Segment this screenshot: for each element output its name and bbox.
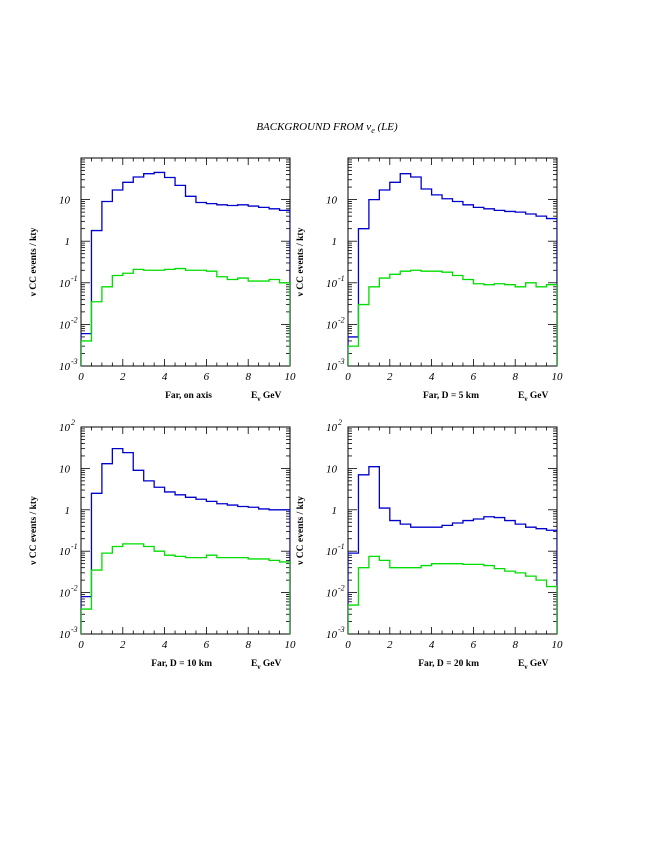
y-tick-label: 10 (326, 546, 338, 558)
x-tick-label: 10 (285, 371, 297, 383)
y-tick-exponent: -2 (338, 584, 345, 593)
x-tick-label: 8 (512, 371, 518, 383)
x-axis-label-unit: GeV (260, 659, 281, 669)
y-tick-label: 10 (326, 319, 338, 331)
y-tick-exponent: 2 (71, 418, 75, 427)
histogram-series-blue (81, 171, 290, 366)
histogram-series-blue (81, 447, 290, 634)
y-tick-label: 10 (326, 588, 338, 600)
plot-frame (347, 426, 558, 635)
x-tick-label: 0 (78, 639, 84, 651)
x-axis-label-subscript: ν (256, 395, 261, 403)
x-tick-label: 0 (345, 639, 351, 651)
y-tick-exponent: -1 (71, 542, 78, 551)
x-tick-label: 6 (471, 371, 477, 383)
y-tick-label: 10 (59, 629, 71, 641)
y-tick-label: 10 (59, 319, 71, 331)
y-tick-label: 10 (326, 195, 338, 207)
x-axis-label: Eν GeV (251, 391, 281, 403)
x-axis-label-unit: GeV (527, 391, 548, 401)
plot-frame (347, 157, 558, 367)
y-tick-exponent: -3 (71, 625, 78, 634)
x-tick-label: 2 (120, 639, 126, 651)
title-text: BACKGROUND FROM ν (256, 121, 372, 133)
x-tick-label: 4 (162, 639, 168, 651)
page-title: BACKGROUND FROM νe (LE) (0, 121, 654, 135)
x-axis-label-subscript: ν (256, 663, 261, 671)
x-axis-label: Eν GeV (518, 659, 548, 671)
x-tick-label: 6 (204, 639, 210, 651)
x-tick-label: 0 (78, 371, 84, 383)
panel-caption: Far, D = 5 km (423, 391, 479, 401)
title-subscript: e (371, 126, 375, 136)
y-tick-exponent: 2 (338, 418, 342, 427)
y-tick-label: 1 (332, 236, 338, 248)
y-tick-label: 10 (59, 278, 71, 290)
x-tick-label: 2 (120, 371, 126, 383)
x-tick-label: 4 (429, 371, 435, 383)
y-tick-exponent: -2 (338, 315, 345, 324)
y-tick-label: 10 (59, 361, 71, 373)
y-tick-exponent: -1 (338, 542, 345, 551)
panel-caption: Far, D = 10 km (151, 659, 212, 669)
x-axis-label-subscript: ν (523, 663, 528, 671)
y-tick-label: 10 (59, 195, 71, 207)
x-tick-label: 2 (387, 639, 393, 651)
y-tick-exponent: -1 (71, 274, 78, 283)
y-tick-label: 10 (59, 546, 71, 558)
y-tick-label: 10 (326, 278, 338, 290)
y-tick-label: 1 (65, 505, 71, 517)
x-axis-label: Eν GeV (251, 659, 281, 671)
panel-caption: Far, on axis (165, 391, 212, 401)
x-tick-label: 2 (387, 371, 393, 383)
x-axis-label: Eν GeV (518, 391, 548, 403)
y-tick-label: 10 (326, 629, 338, 641)
y-tick-label: 10 (326, 422, 338, 434)
y-tick-exponent: -2 (71, 584, 78, 593)
y-tick-label: 1 (332, 505, 338, 517)
x-tick-label: 8 (245, 639, 251, 651)
x-tick-label: 6 (471, 639, 477, 651)
x-axis-label-subscript: ν (523, 395, 528, 403)
x-tick-label: 10 (285, 639, 297, 651)
y-tick-exponent: -3 (71, 357, 78, 366)
x-tick-label: 8 (512, 639, 518, 651)
y-axis-label: ν CC events / kty (296, 227, 306, 297)
x-tick-label: 4 (162, 371, 168, 383)
histogram-series-green (81, 267, 290, 366)
y-tick-label: 10 (326, 463, 338, 475)
x-axis-label-unit: GeV (527, 659, 548, 669)
y-tick-label: 10 (59, 588, 71, 600)
y-tick-exponent: -3 (338, 357, 345, 366)
x-tick-label: 4 (429, 639, 435, 651)
y-tick-exponent: -1 (338, 274, 345, 283)
histogram-series-blue (348, 466, 557, 634)
title-suffix: (LE) (374, 121, 398, 133)
x-tick-label: 0 (345, 371, 351, 383)
x-tick-label: 10 (552, 371, 564, 383)
y-tick-label: 10 (59, 463, 71, 475)
y-tick-exponent: -2 (71, 315, 78, 324)
y-tick-exponent: -3 (338, 625, 345, 634)
x-axis-label-unit: GeV (260, 391, 281, 401)
y-tick-label: 10 (59, 422, 71, 434)
y-axis-label: ν CC events / kty (29, 227, 39, 297)
x-tick-label: 10 (552, 639, 564, 651)
y-tick-label: 1 (65, 236, 71, 248)
histogram-series-green (81, 543, 290, 634)
y-tick-label: 10 (326, 361, 338, 373)
histogram-series-green (348, 555, 557, 634)
y-axis-label: ν CC events / kty (29, 496, 39, 566)
histogram-series-green (348, 269, 557, 366)
histogram-series-blue (348, 173, 557, 366)
y-axis-label: ν CC events / kty (296, 496, 306, 566)
panel-caption: Far, D = 20 km (418, 659, 479, 669)
x-tick-label: 8 (245, 371, 251, 383)
x-tick-label: 6 (204, 371, 210, 383)
